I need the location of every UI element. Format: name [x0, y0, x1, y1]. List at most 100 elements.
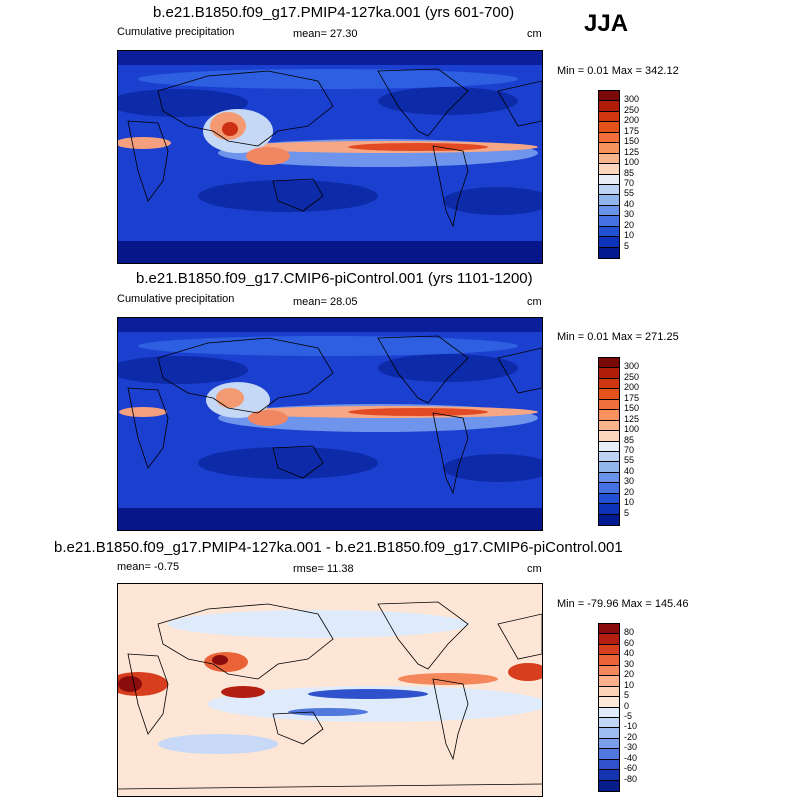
colorbar-tick-label: 0 — [624, 700, 630, 711]
panel3-title: b.e21.B1850.f09_g17.PMIP4-127ka.001 - b.… — [54, 539, 623, 556]
colorbar-tick-label: 40 — [624, 198, 635, 209]
colorbar-swatch — [599, 153, 619, 165]
colorbar-swatch — [599, 368, 619, 379]
panel3-mean: mean= -0.75 — [117, 561, 180, 573]
colorbar-tick-label: 150 — [624, 403, 640, 414]
panel3-colorbar: 80 60 40 30 20 10 5 0 -5 -10 -20 -30 -40 -60 -80 — [598, 623, 637, 792]
colorbar-tick-label: 125 — [624, 146, 640, 157]
colorbar-swatch — [599, 717, 619, 729]
colorbar-swatch — [599, 472, 619, 484]
colorbar-tick-label: -30 — [624, 742, 638, 753]
colorbar-swatch — [599, 738, 619, 750]
panel2-title: b.e21.B1850.f09_g17.CMIP6-piControl.001 … — [136, 270, 533, 287]
colorbar-swatch — [599, 655, 619, 666]
colorbar-tick-label: -40 — [624, 752, 638, 763]
colorbar-tick-label: 20 — [624, 219, 635, 230]
colorbar-swatch — [599, 493, 619, 505]
colorbar-tick-label: 30 — [624, 476, 635, 487]
colorbar-tick-label: 5 — [624, 240, 630, 251]
colorbar-swatch — [599, 184, 619, 196]
colorbar-tick-label: 30 — [624, 658, 635, 669]
colorbar-tick-label: 55 — [624, 188, 635, 199]
colorbar-tick-label: -80 — [624, 773, 638, 784]
colorbar-tick-label: 300 — [624, 361, 640, 372]
colorbar-swatch — [599, 195, 619, 206]
colorbar-swatch — [599, 431, 619, 442]
colorbar-swatch — [599, 216, 619, 227]
colorbar-tick-label: 100 — [624, 157, 640, 168]
colorbar-swatch — [599, 441, 619, 452]
panel1-variable-label: Cumulative precipitation — [117, 26, 235, 38]
colorbar-swatch — [599, 644, 619, 656]
colorbar-swatch — [599, 451, 619, 463]
colorbar-swatch — [599, 676, 619, 687]
colorbar-tick-label: 20 — [624, 486, 635, 497]
colorbar-swatch — [599, 483, 619, 494]
colorbar-tick-label: 250 — [624, 104, 640, 115]
colorbar-swatch — [599, 378, 619, 390]
colorbar-tick-label: 175 — [624, 125, 640, 136]
colorbar-swatch — [599, 132, 619, 144]
colorbar-tick-label: 5 — [624, 507, 630, 518]
colorbar-swatch — [599, 759, 619, 771]
panel3-rmse: rmse= 11.38 — [293, 563, 354, 575]
colorbar-tick-label: 70 — [624, 444, 635, 455]
panel2-mean: mean= 28.05 — [293, 296, 358, 308]
colorbar-tick-label: 20 — [624, 669, 635, 680]
panel2-minmax: Min = 0.01 Max = 271.25 — [557, 331, 679, 343]
panel2-colorbar: 300 250 200 175 150 125 100 85 70 55 40 30 20 10 5 — [598, 357, 639, 526]
colorbar-tick-label: -10 — [624, 721, 638, 732]
colorbar-tick-label: 175 — [624, 392, 640, 403]
colorbar-swatch — [599, 780, 619, 791]
colorbar-tick-label: 100 — [624, 424, 640, 435]
colorbar-tick-label: 40 — [624, 648, 635, 659]
colorbar-swatch — [599, 226, 619, 238]
colorbar-swatch — [599, 247, 619, 258]
panel2-map — [117, 317, 543, 531]
colorbar-tick-label: -20 — [624, 731, 638, 742]
colorbar-tick-label: 125 — [624, 413, 640, 424]
colorbar-tick-label: 60 — [624, 637, 635, 648]
colorbar-swatch — [599, 91, 619, 102]
colorbar-swatch — [599, 101, 619, 112]
colorbar-swatch — [599, 205, 619, 217]
colorbar-swatch — [599, 624, 619, 635]
colorbar-swatch — [599, 697, 619, 708]
colorbar-tick-label: 10 — [624, 497, 635, 508]
panel1-mean: mean= 27.30 — [293, 28, 358, 40]
panel1-minmax: Min = 0.01 Max = 342.12 — [557, 65, 679, 77]
colorbar-tick-label: 10 — [624, 230, 635, 241]
season-label: JJA — [584, 10, 629, 37]
colorbar-swatch — [599, 462, 619, 473]
colorbar-tick-label: 200 — [624, 115, 640, 126]
colorbar-swatch — [599, 420, 619, 432]
panel2-units: cm — [527, 296, 542, 308]
colorbar-tick-label: 40 — [624, 465, 635, 476]
colorbar-swatch — [599, 111, 619, 123]
colorbar-swatch — [599, 122, 619, 133]
colorbar-swatch — [599, 749, 619, 760]
colorbar-swatch — [599, 665, 619, 677]
panel1-units: cm — [527, 28, 542, 40]
panel1-colorbar: 300 250 200 175 150 125 100 85 70 55 40 30 20 10 5 — [598, 90, 639, 259]
colorbar-tick-label: 85 — [624, 434, 635, 445]
colorbar-tick-label: 70 — [624, 177, 635, 188]
panel1-title: b.e21.B1850.f09_g17.PMIP4-127ka.001 (yrs… — [153, 4, 515, 21]
colorbar-swatch — [599, 770, 619, 781]
colorbar-swatch — [599, 634, 619, 645]
colorbar-swatch — [599, 504, 619, 515]
colorbar-swatch — [599, 164, 619, 175]
panel2-variable-label: Cumulative precipitation — [117, 293, 235, 305]
colorbar-swatch — [599, 707, 619, 718]
colorbar-swatch — [599, 237, 619, 248]
colorbar-tick-label: 30 — [624, 209, 635, 220]
colorbar-tick-label: 10 — [624, 679, 635, 690]
panel3-units: cm — [527, 563, 542, 575]
colorbar-swatch — [599, 143, 619, 154]
colorbar-tick-label: 55 — [624, 455, 635, 466]
colorbar-swatch — [599, 358, 619, 369]
colorbar-swatch — [599, 686, 619, 698]
panel3-minmax: Min = -79.96 Max = 145.46 — [557, 598, 689, 610]
colorbar-tick-label: 80 — [624, 627, 635, 638]
colorbar-tick-label: 200 — [624, 382, 640, 393]
